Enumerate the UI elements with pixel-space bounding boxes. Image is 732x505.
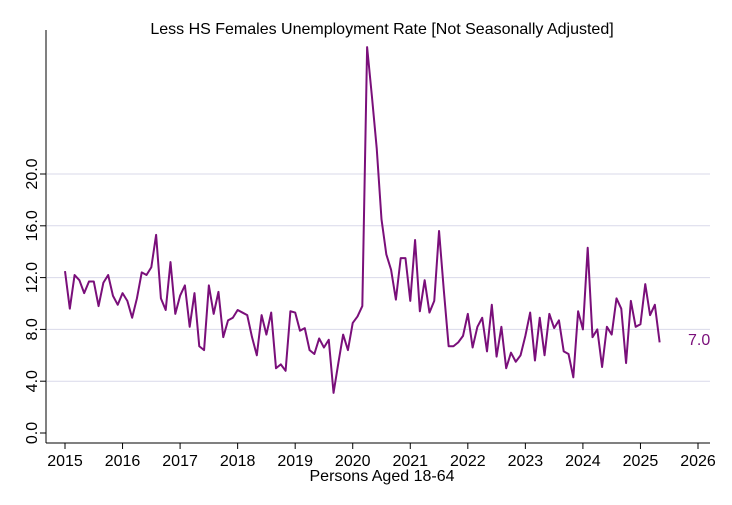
x-tick-label: 2022 [450, 453, 486, 470]
chart-title: Less HS Females Unemployment Rate [Not S… [150, 21, 613, 38]
x-tick-label: 2024 [565, 453, 601, 470]
x-tick-label: 2021 [392, 453, 428, 470]
series-line [64, 46, 661, 394]
axes [45, 30, 710, 444]
x-tick-label: 2016 [105, 453, 141, 470]
y-axis-ticks: 0.0 4.0 8.0 12.0 16.0 20.0 [24, 158, 46, 444]
x-tick-label: 2025 [623, 453, 659, 470]
last-value-label: 7.0 [688, 332, 710, 349]
y-tick-label: 12.0 [24, 262, 41, 293]
x-axis-label: Persons Aged 18-64 [310, 468, 455, 485]
x-tick-label: 2023 [508, 453, 544, 470]
y-tick-label: 4.0 [24, 370, 41, 392]
x-tick-label: 2026 [680, 453, 716, 470]
y-tick-label: 0.0 [24, 422, 41, 444]
x-tick-label: 2018 [220, 453, 256, 470]
series-layer [64, 46, 661, 394]
x-axis-ticks: 2015 2016 2017 2018 2019 2020 2021 2022 2023 2024… [47, 443, 716, 470]
x-tick-label: 2020 [335, 453, 371, 470]
x-tick-label: 2015 [47, 453, 83, 470]
grid-lines [47, 173, 710, 382]
y-tick-label: 16.0 [24, 210, 41, 241]
y-tick-label: 8.0 [24, 318, 41, 340]
x-tick-label: 2017 [162, 453, 198, 470]
y-tick-label: 20.0 [24, 158, 41, 189]
x-tick-label: 2019 [277, 453, 313, 470]
